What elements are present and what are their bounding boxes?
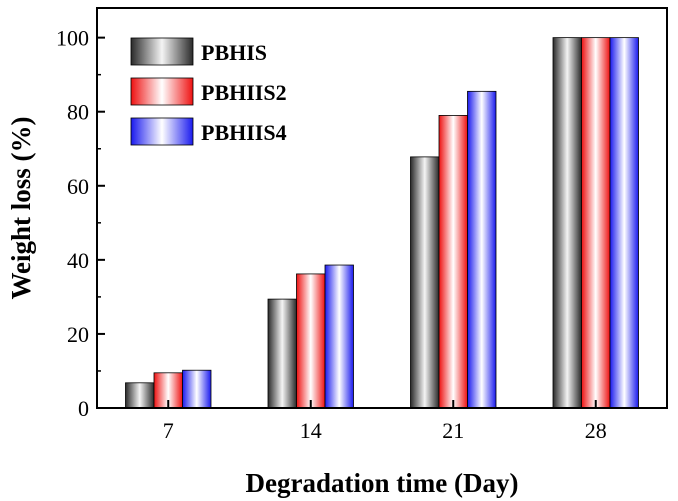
bar-pbhis-day-7 xyxy=(125,382,155,409)
bar-pbhiis4-day-7 xyxy=(182,369,212,409)
y-tick-label: 80 xyxy=(67,100,89,125)
x-tick-label: 14 xyxy=(300,418,322,443)
legend-swatch-pbhis xyxy=(130,37,194,66)
legend-swatch-pbhiis4 xyxy=(130,117,194,146)
bars-layer xyxy=(125,37,639,409)
bar-pbhiis4-day-21 xyxy=(467,90,497,409)
bar-pbhiis4-day-28 xyxy=(609,37,639,409)
bar-pbhiis2-day-21 xyxy=(438,115,468,409)
y-axis-title: Weight loss (%) xyxy=(6,116,36,299)
bar-pbhis-day-28 xyxy=(552,37,582,409)
x-tick-label: 21 xyxy=(442,418,464,443)
legend-label-pbhiis4: PBHIIS4 xyxy=(201,120,287,145)
y-tick-label: 20 xyxy=(67,322,89,347)
y-tick-label: 100 xyxy=(56,26,89,51)
legend-swatch-pbhiis2 xyxy=(130,77,194,106)
axes: 0 20 40 60 80 100 7 14 21 28 xyxy=(56,26,607,443)
bar-pbhis-day-14 xyxy=(267,298,297,409)
legend: PBHIS PBHIIS2 PBHIIS4 xyxy=(130,37,287,146)
x-axis-title: Degradation time (Day) xyxy=(246,468,519,498)
bar-pbhiis2-day-28 xyxy=(581,37,611,409)
legend-label-pbhiis2: PBHIIS2 xyxy=(201,80,287,105)
x-tick-label: 7 xyxy=(163,418,174,443)
bar-pbhiis2-day-14 xyxy=(296,273,326,409)
y-tick-label: 0 xyxy=(78,396,89,421)
y-tick-label: 60 xyxy=(67,174,89,199)
bar-pbhiis4-day-14 xyxy=(324,264,354,409)
y-tick-label: 40 xyxy=(67,248,89,273)
plot-area-frame xyxy=(96,7,668,409)
bar-pbhis-day-21 xyxy=(410,156,440,409)
x-tick-label: 28 xyxy=(585,418,607,443)
legend-label-pbhis: PBHIS xyxy=(201,40,267,65)
